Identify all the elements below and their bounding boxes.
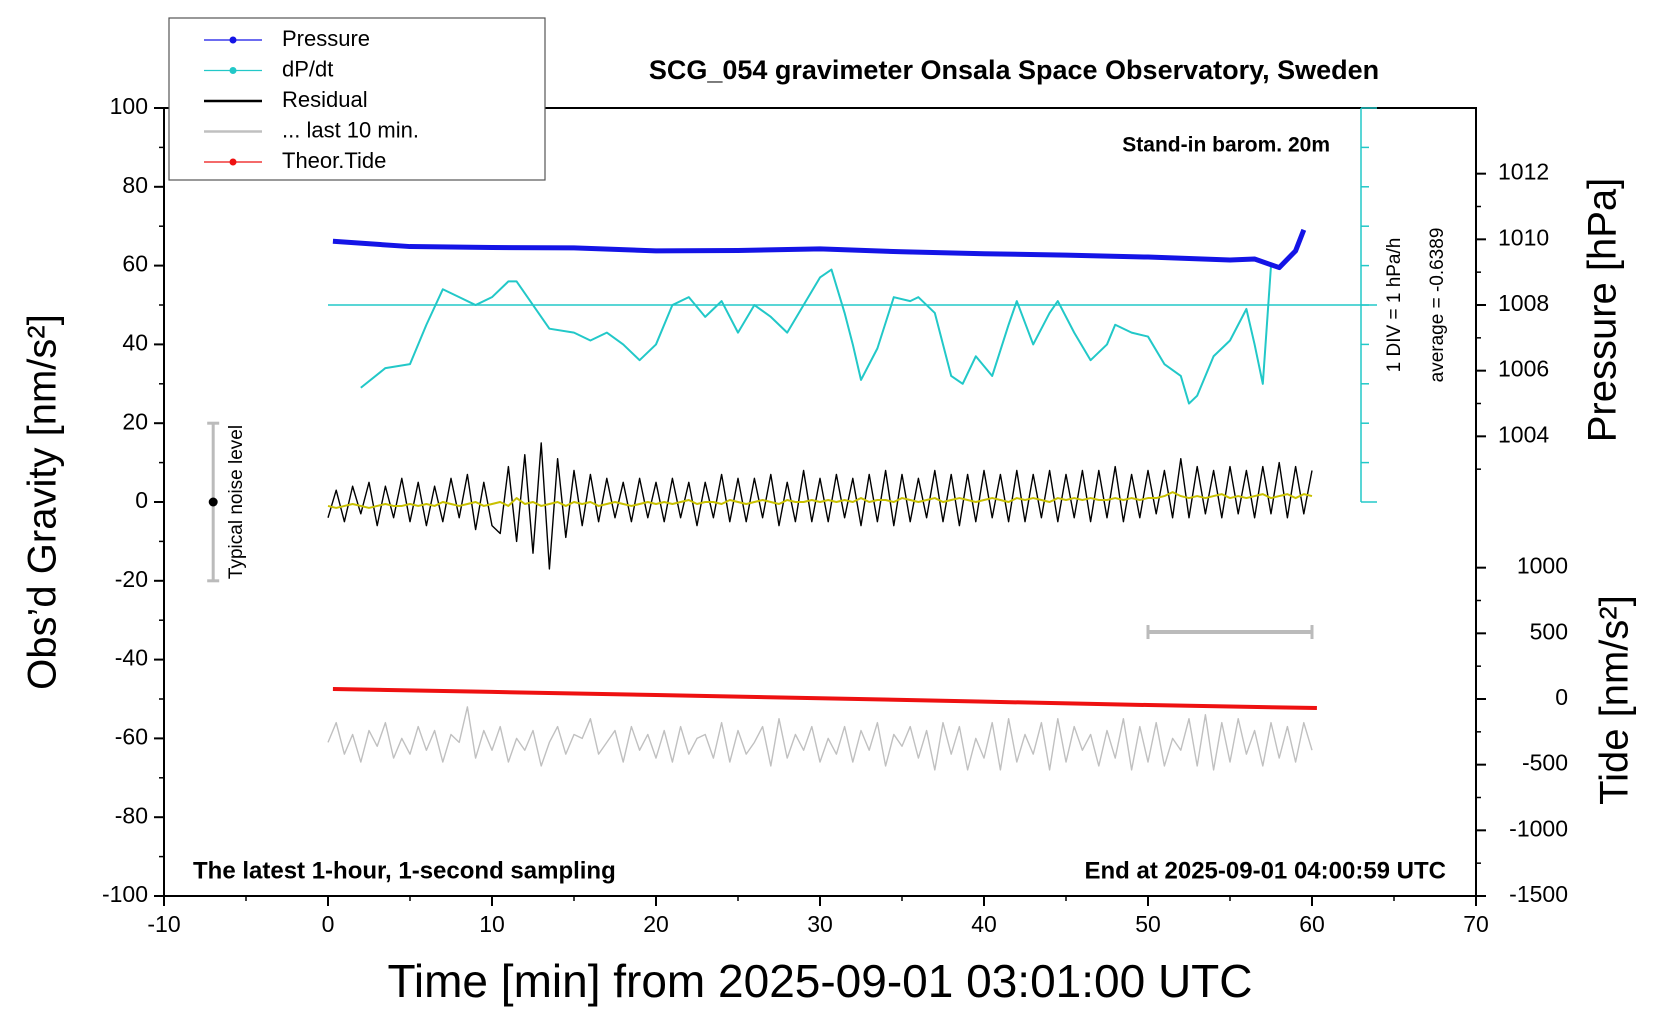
noise-label: Typical noise level [226, 425, 247, 579]
x-tick-label: 0 [322, 911, 335, 937]
y2-tick-label: 1006 [1498, 356, 1549, 382]
y-axis-label: Obs’d Gravity [nm/s²] [21, 314, 65, 690]
y-tick-label: -40 [115, 645, 148, 671]
y3-tick-label: -1500 [1509, 881, 1568, 907]
x-tick-label: 40 [971, 911, 997, 937]
y2-axis-label: Pressure [hPa] [1581, 178, 1625, 443]
series-line [332, 228, 1307, 271]
x-tick-label: 30 [807, 911, 833, 937]
y-tick-label: 60 [122, 251, 148, 277]
y2-tick-label: 1004 [1498, 421, 1549, 447]
legend-marker [229, 36, 237, 44]
legend-label: ... last 10 min. [282, 117, 419, 142]
series-line [327, 706, 1313, 771]
legend-label: Pressure [282, 26, 370, 51]
legend-label: Theor.Tide [282, 148, 386, 173]
legend: Pressure dP/dt Residual ... last 10 min. The… [168, 17, 546, 181]
y-tick-label: -100 [102, 881, 148, 907]
y3-tick-label: -1000 [1509, 815, 1568, 841]
y-tick-label: 80 [122, 172, 148, 198]
x-tick-label: 10 [479, 911, 505, 937]
note-right: End at 2025-09-01 04:00:59 UTC [1085, 857, 1447, 884]
y2-tick-label: 1010 [1498, 224, 1549, 250]
dpdt-average-label: average = -0.6389 [1427, 228, 1448, 383]
x-tick-label: 60 [1299, 911, 1325, 937]
y2-tick-label: 1008 [1498, 290, 1549, 316]
y3-tick-label: -500 [1522, 750, 1568, 776]
series-line [327, 442, 1313, 570]
y3-tick-label: 500 [1530, 618, 1568, 644]
x-tick-label: -10 [147, 911, 180, 937]
y-tick-label: 20 [122, 408, 148, 434]
y-tick-label: 100 [110, 93, 148, 119]
legend-label: Residual [282, 87, 368, 112]
x-axis-label: Time [min] from 2025-09-01 03:01:00 UTC [388, 955, 1253, 1007]
series-line [360, 265, 1272, 405]
x-tick-label: 20 [643, 911, 669, 937]
y3-tick-label: 1000 [1517, 553, 1568, 579]
y3-tick-label: 0 [1555, 684, 1568, 710]
legend-box [168, 17, 546, 181]
dpdt-div-label: 1 DIV = 1 hPa/h [1384, 238, 1405, 373]
noise-center [208, 497, 218, 507]
y2-tick-label: 1012 [1498, 159, 1549, 185]
y-tick-label: 0 [135, 487, 148, 513]
series-line [327, 491, 1313, 509]
legend-label: dP/dt [282, 56, 333, 81]
y-tick-label: 40 [122, 329, 148, 355]
legend-marker [229, 67, 237, 74]
y-tick-label: -60 [115, 723, 148, 749]
x-tick-label: 50 [1135, 911, 1161, 937]
note-left: The latest 1-hour, 1-second sampling [193, 857, 616, 884]
x-tick-label: 70 [1463, 911, 1489, 937]
y-tick-label: -20 [115, 566, 148, 592]
y-tick-label: -80 [115, 802, 148, 828]
legend-marker [229, 158, 237, 166]
chart-title: SCG_054 gravimeter Onsala Space Observat… [649, 55, 1379, 85]
series-line [332, 687, 1317, 711]
subtitle: Stand-in barom. 20m [1122, 134, 1330, 157]
y3-axis-label: Tide [nm/s²] [1593, 595, 1637, 805]
